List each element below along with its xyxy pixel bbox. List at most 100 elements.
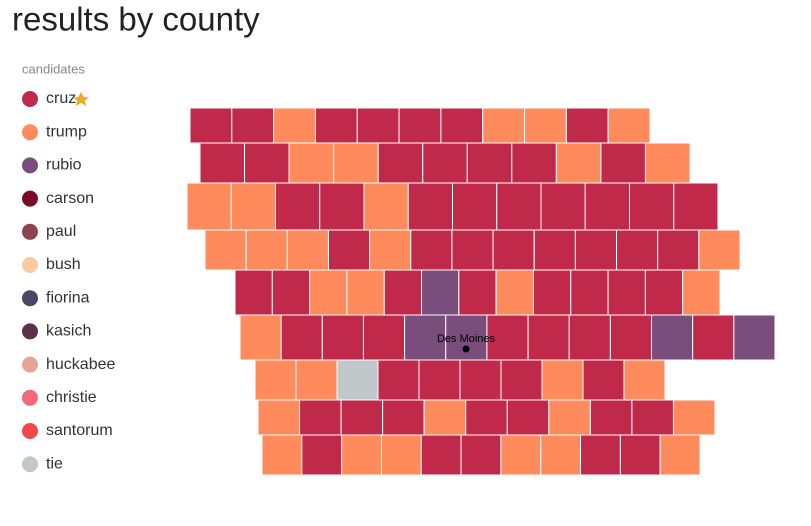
legend-label: carson	[46, 190, 94, 207]
county	[682, 269, 721, 316]
winner-star	[72, 91, 90, 107]
county	[580, 434, 621, 476]
county	[245, 229, 288, 271]
county	[369, 229, 412, 271]
legend-swatch	[22, 456, 38, 473]
county	[261, 434, 303, 476]
county	[568, 314, 611, 361]
county	[623, 359, 666, 401]
county	[254, 359, 297, 401]
county	[231, 107, 275, 144]
county	[239, 314, 282, 361]
county	[319, 182, 365, 231]
county	[644, 142, 691, 184]
county	[340, 399, 384, 436]
county	[301, 434, 343, 476]
city-dot	[462, 345, 470, 353]
county	[607, 107, 651, 144]
county	[234, 269, 273, 316]
county	[582, 359, 625, 401]
county	[570, 269, 609, 316]
county	[607, 269, 646, 316]
legend-label: cruz	[46, 90, 76, 107]
county	[377, 142, 424, 184]
county	[532, 269, 572, 316]
legend-swatch	[22, 223, 38, 240]
county	[362, 314, 406, 361]
legend-label: tie	[46, 455, 63, 472]
county	[540, 182, 586, 231]
legend-swatch	[22, 356, 38, 373]
county	[280, 314, 323, 361]
county	[692, 314, 735, 361]
county	[314, 107, 358, 144]
county	[609, 314, 653, 361]
county	[286, 229, 329, 271]
county	[199, 142, 246, 184]
page-title: results by county	[12, 1, 260, 38]
county	[257, 399, 301, 436]
county	[333, 142, 379, 184]
county	[380, 434, 422, 476]
legend-label: trump	[46, 123, 87, 140]
county	[533, 229, 576, 271]
county	[327, 229, 371, 271]
county	[299, 399, 342, 436]
county	[698, 229, 741, 271]
county	[600, 142, 646, 184]
county	[186, 182, 232, 231]
county	[404, 314, 447, 361]
county	[418, 359, 461, 401]
county	[341, 434, 382, 476]
county	[506, 399, 550, 436]
county	[619, 434, 661, 476]
legend-swatch	[22, 389, 38, 406]
county	[524, 107, 567, 144]
legend-swatch	[22, 190, 38, 207]
county	[540, 434, 582, 476]
legend-label: bush	[46, 256, 81, 273]
county	[672, 399, 716, 436]
legend-title: candidates	[22, 61, 85, 76]
legend-swatch	[22, 323, 38, 340]
county	[440, 107, 484, 144]
county	[410, 229, 453, 271]
city-label: Des Moines	[437, 333, 496, 345]
legend-swatch	[22, 257, 38, 273]
county	[273, 107, 316, 144]
county	[644, 269, 684, 316]
county	[363, 182, 409, 231]
county	[495, 269, 534, 316]
county	[659, 434, 701, 476]
county	[500, 434, 542, 476]
legend-swatch	[22, 423, 38, 439]
legend-label: christie	[46, 389, 97, 406]
county	[459, 359, 502, 401]
county	[465, 399, 508, 436]
county	[651, 314, 694, 361]
county	[204, 229, 247, 271]
county	[451, 229, 494, 271]
county	[527, 314, 570, 361]
county	[295, 359, 338, 401]
legend-label: huckabee	[46, 356, 115, 373]
county	[541, 359, 584, 401]
county	[356, 107, 400, 144]
county	[407, 182, 453, 231]
county	[244, 142, 290, 184]
county	[511, 142, 557, 184]
county	[565, 107, 609, 144]
county	[420, 434, 462, 476]
legend: cruz trump rubio carson paul bush fiorina kasic…	[22, 90, 115, 472]
legend-swatch	[22, 124, 38, 141]
county	[589, 399, 633, 436]
county	[584, 182, 630, 231]
county	[555, 142, 602, 184]
county	[309, 269, 348, 316]
county	[452, 182, 498, 231]
legend-label: rubio	[46, 157, 82, 174]
county	[422, 142, 468, 184]
county	[383, 269, 423, 316]
county	[673, 182, 719, 231]
county	[616, 229, 659, 271]
